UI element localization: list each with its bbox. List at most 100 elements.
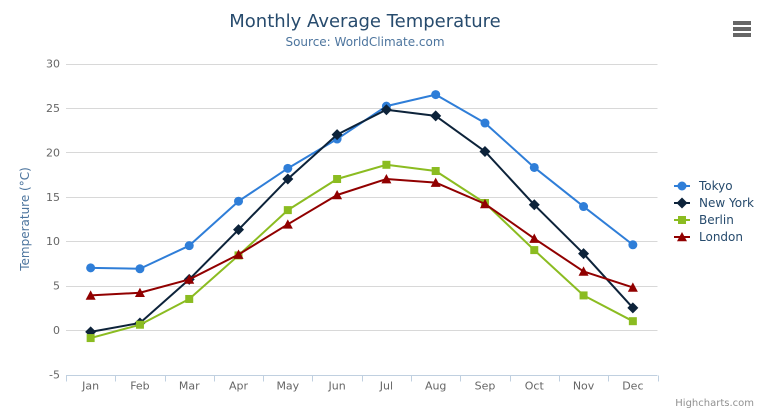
- data-point[interactable]: [579, 291, 588, 300]
- data-point[interactable]: [234, 196, 244, 206]
- data-point[interactable]: [480, 118, 490, 128]
- legend: Tokyo New York Berlin London: [674, 177, 754, 245]
- x-axis-label: Apr: [229, 380, 249, 393]
- y-axis-title: Temperature (°C): [18, 167, 32, 272]
- x-axis-label: Feb: [130, 380, 149, 393]
- series-line-tokyo: [89, 93, 634, 270]
- data-point[interactable]: [331, 129, 343, 141]
- legend-marker-square-icon: [674, 215, 690, 224]
- data-point[interactable]: [430, 177, 441, 187]
- x-axis-label: Jul: [379, 380, 393, 393]
- data-point[interactable]: [479, 198, 490, 209]
- series-london[interactable]: [85, 174, 638, 300]
- x-axis-label: Dec: [622, 380, 643, 393]
- hamburger-bar: [733, 21, 751, 25]
- data-point[interactable]: [86, 263, 96, 273]
- series-line-new-york: [89, 108, 634, 333]
- legend-symbol[interactable]: [676, 197, 688, 208]
- y-axis-label: 20: [46, 146, 60, 159]
- data-point[interactable]: [627, 282, 638, 292]
- x-axis-label: Oct: [525, 380, 545, 393]
- legend-symbol[interactable]: [677, 181, 687, 190]
- legend-label: London: [699, 229, 743, 244]
- legend-item-london[interactable]: London: [674, 228, 754, 245]
- x-axis-label: Sep: [475, 380, 496, 393]
- data-point[interactable]: [283, 163, 293, 173]
- data-point[interactable]: [479, 145, 491, 157]
- y-axis-label: 5: [53, 280, 60, 293]
- x-axis-labels: Jan Feb Mar Apr May Jun Jul Aug Sep Oct Nov Dec: [81, 380, 643, 393]
- data-point[interactable]: [282, 219, 293, 229]
- series-line-london: [89, 178, 634, 297]
- data-point[interactable]: [332, 190, 343, 200]
- data-point[interactable]: [528, 199, 540, 211]
- legend-label: Berlin: [699, 212, 734, 227]
- legend-item-tokyo[interactable]: Tokyo: [674, 177, 754, 194]
- data-point[interactable]: [233, 224, 245, 236]
- x-axis-label: Mar: [179, 380, 200, 393]
- y-axis-label: 15: [46, 191, 60, 204]
- data-point[interactable]: [529, 233, 540, 243]
- data-point[interactable]: [184, 274, 195, 284]
- data-point[interactable]: [135, 264, 145, 274]
- data-point[interactable]: [134, 287, 145, 298]
- y-axis-label: 0: [53, 324, 60, 337]
- legend-label: New York: [699, 195, 754, 210]
- x-axis-label: Jun: [328, 380, 346, 393]
- series-line-berlin: [89, 163, 634, 340]
- data-point[interactable]: [283, 206, 292, 215]
- x-axis-label: Aug: [425, 380, 446, 393]
- credits-link[interactable]: Highcharts.com: [675, 398, 754, 409]
- hamburger-bar: [733, 33, 751, 37]
- data-point[interactable]: [382, 160, 391, 169]
- data-point[interactable]: [628, 317, 637, 326]
- data-point[interactable]: [380, 104, 392, 116]
- data-point[interactable]: [185, 294, 194, 303]
- data-point[interactable]: [431, 167, 440, 176]
- chart-subtitle: Source: WorldClimate.com: [285, 35, 445, 49]
- data-point[interactable]: [578, 248, 590, 260]
- x-axis: [66, 375, 659, 382]
- data-point[interactable]: [333, 175, 342, 184]
- y-axis-labels: -5 0 5 10 15 20 25 30: [46, 58, 60, 382]
- data-point[interactable]: [381, 174, 392, 184]
- data-point[interactable]: [85, 290, 96, 300]
- x-axis-label: Jan: [81, 380, 99, 393]
- hamburger-icon[interactable]: [733, 21, 751, 37]
- x-axis-label: May: [276, 380, 299, 393]
- legend-label: Tokyo: [699, 178, 733, 193]
- legend-marker-circle-icon: [674, 181, 690, 190]
- chart-title: Monthly Average Temperature: [229, 11, 501, 32]
- legend-marker-diamond-icon: [674, 197, 690, 208]
- legend-marker-triangle-icon: [674, 231, 690, 241]
- data-point[interactable]: [184, 241, 194, 251]
- y-axis-label: 25: [46, 102, 60, 115]
- series-tokyo[interactable]: [86, 90, 638, 274]
- y-axis-label: 10: [46, 235, 60, 248]
- legend-symbol[interactable]: [678, 215, 686, 224]
- x-axis-label: Nov: [573, 380, 595, 393]
- hamburger-bar: [733, 27, 751, 31]
- legend-symbol[interactable]: [677, 231, 687, 241]
- data-point[interactable]: [628, 240, 638, 250]
- data-point[interactable]: [86, 334, 95, 343]
- data-point[interactable]: [431, 90, 441, 100]
- data-point[interactable]: [430, 110, 442, 122]
- series-new-york[interactable]: [85, 104, 639, 338]
- y-axis-label: 30: [46, 58, 60, 71]
- data-point[interactable]: [529, 162, 539, 172]
- data-point[interactable]: [530, 246, 539, 255]
- data-point[interactable]: [627, 302, 639, 314]
- series-group: [85, 90, 639, 343]
- data-point[interactable]: [135, 320, 144, 329]
- data-point[interactable]: [233, 249, 244, 259]
- gridlines: [66, 64, 658, 376]
- legend-item-new-york[interactable]: New York: [674, 194, 754, 211]
- data-point[interactable]: [579, 202, 589, 212]
- data-point[interactable]: [578, 266, 589, 276]
- y-axis-label: -5: [49, 369, 60, 382]
- legend-item-berlin[interactable]: Berlin: [674, 211, 754, 228]
- data-point[interactable]: [282, 173, 294, 185]
